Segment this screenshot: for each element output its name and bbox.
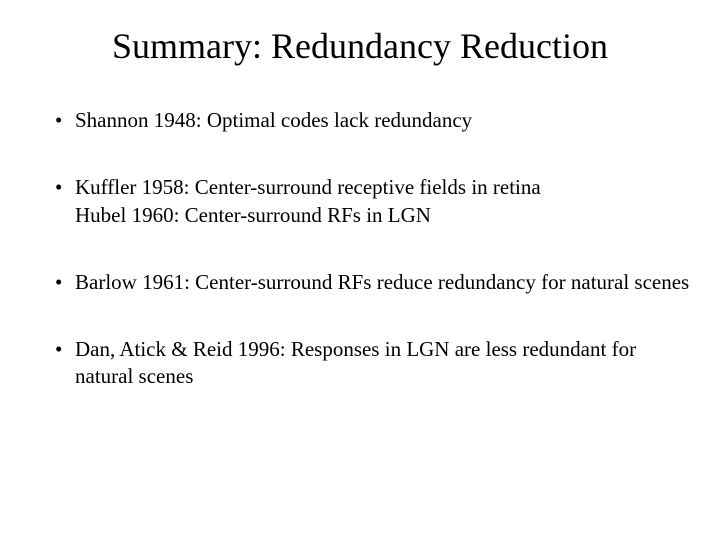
bullet-item: Kuffler 1958: Center-surround receptive … [55, 174, 690, 229]
bullet-list: Shannon 1948: Optimal codes lack redunda… [30, 107, 690, 391]
bullet-text: Hubel 1960: Center-surround RFs in LGN [75, 202, 690, 229]
bullet-text: Dan, Atick & Reid 1996: Responses in LGN… [75, 336, 690, 391]
bullet-text: Kuffler 1958: Center-surround receptive … [75, 174, 690, 201]
bullet-item: Dan, Atick & Reid 1996: Responses in LGN… [55, 336, 690, 391]
bullet-item: Shannon 1948: Optimal codes lack redunda… [55, 107, 690, 134]
bullet-item: Barlow 1961: Center-surround RFs reduce … [55, 269, 690, 296]
bullet-text: Shannon 1948: Optimal codes lack redunda… [75, 107, 690, 134]
slide-title: Summary: Redundancy Reduction [30, 25, 690, 67]
bullet-text: Barlow 1961: Center-surround RFs reduce … [75, 269, 690, 296]
